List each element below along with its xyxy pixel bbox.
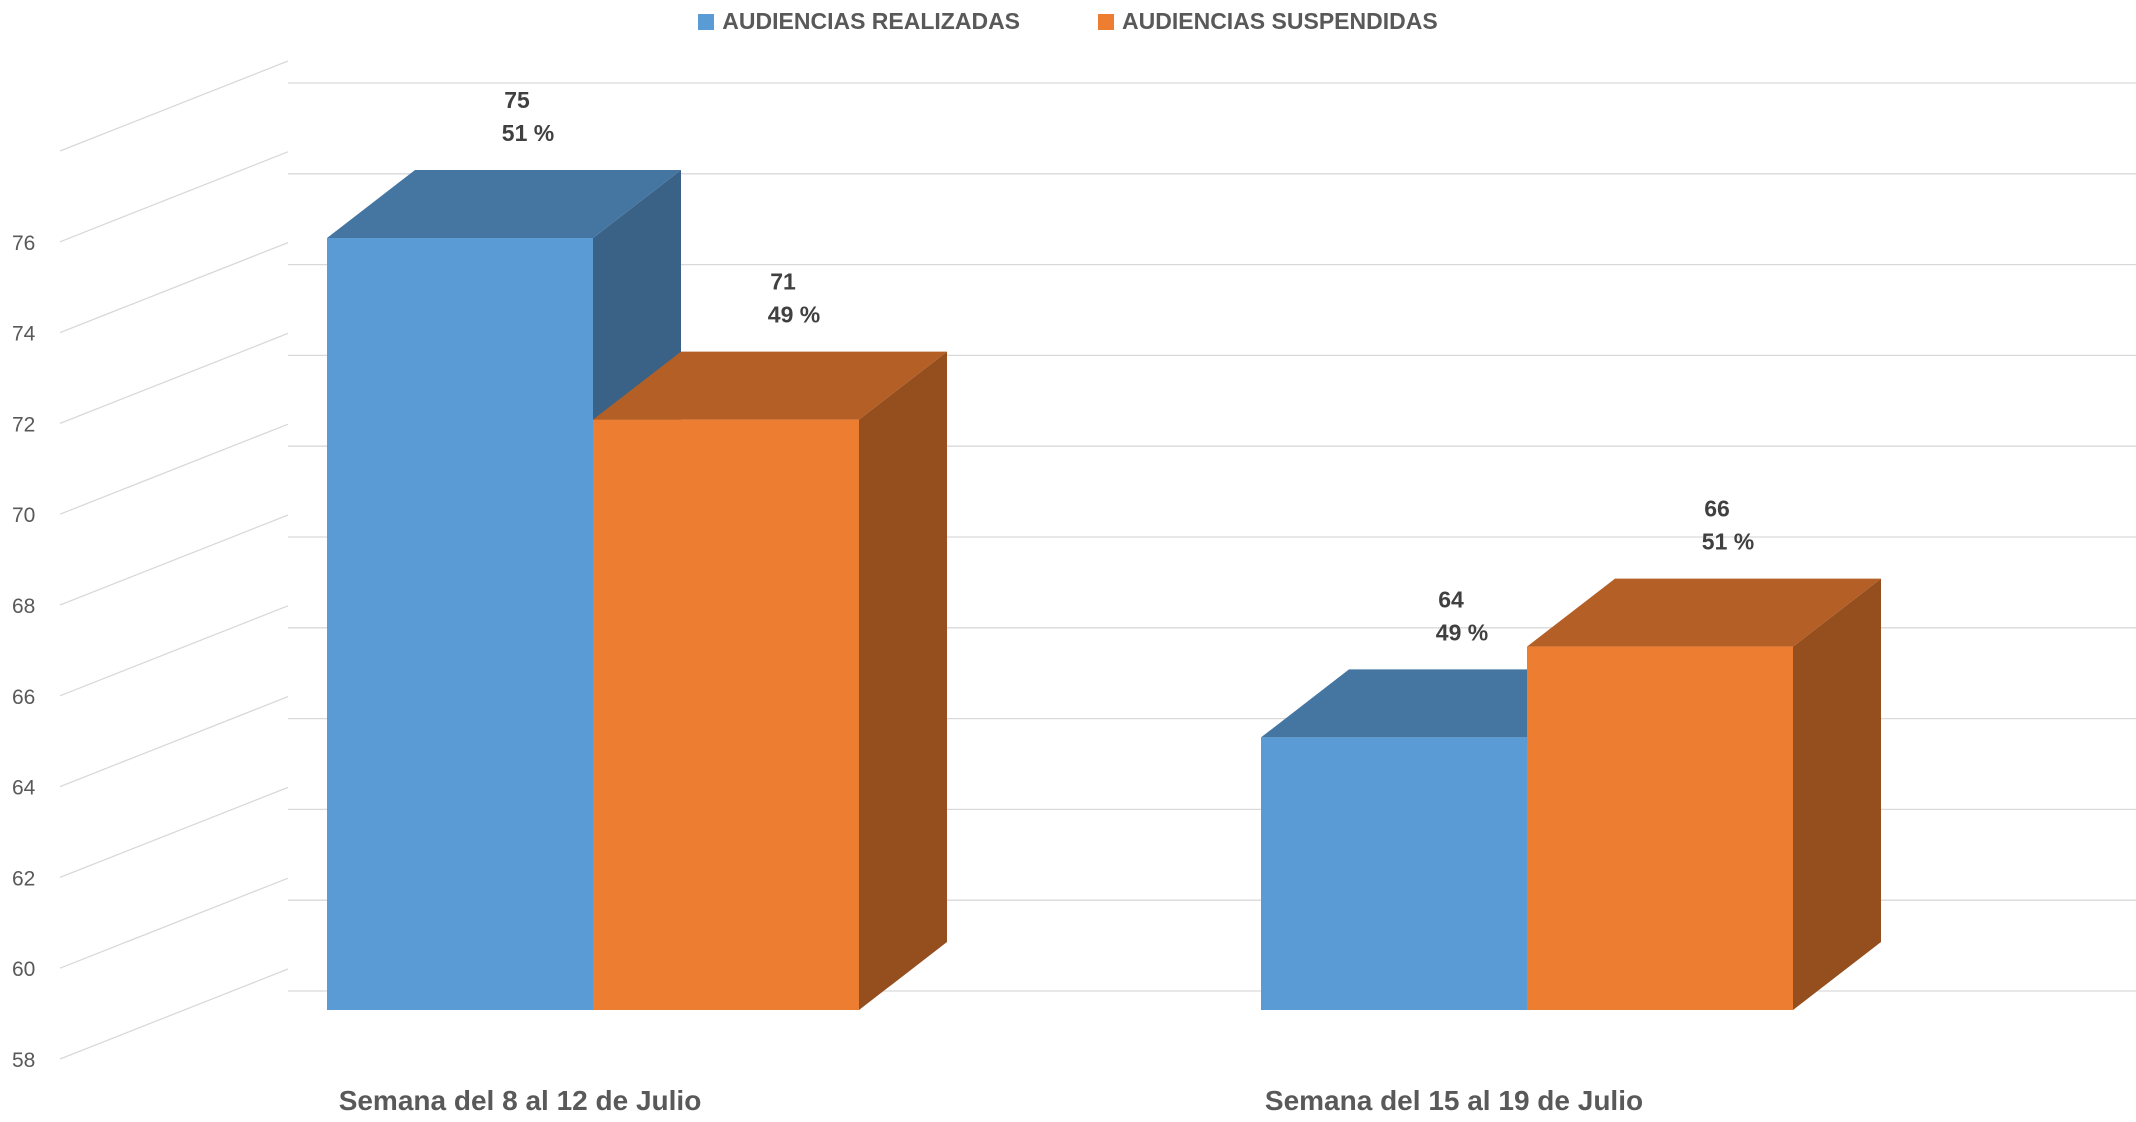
data-label-value: 64 bbox=[1438, 586, 1464, 612]
gridline-diagonal bbox=[59, 695, 289, 788]
y-tick-label: 74 bbox=[12, 323, 36, 346]
legend-swatch-suspendidas bbox=[1098, 13, 1115, 30]
data-label-percent: 51 % bbox=[502, 120, 554, 146]
legend-label-realizadas: AUDIENCIAS REALIZADAS bbox=[722, 8, 1021, 34]
data-label-value: 71 bbox=[770, 269, 796, 295]
legend-label-suspendidas: AUDIENCIAS SUSPENDIDAS bbox=[1122, 8, 1438, 34]
legend: AUDIENCIAS REALIZADAS AUDIENCIAS SUSPEND… bbox=[0, 8, 2136, 35]
bar-top-suspendidas bbox=[1527, 578, 1881, 647]
gridline-diagonal bbox=[59, 514, 289, 606]
bar-realizadas bbox=[327, 238, 593, 1010]
bar-suspendidas bbox=[1527, 646, 1793, 1010]
y-tick-label: 58 bbox=[12, 1049, 35, 1072]
x-category-label: Semana del 8 al 12 de Julio bbox=[339, 1085, 702, 1116]
gridline-diagonal bbox=[59, 968, 289, 1060]
y-tick-label: 66 bbox=[12, 686, 35, 709]
legend-item-suspendidas: AUDIENCIAS SUSPENDIDAS bbox=[1098, 8, 1438, 35]
bar-top-realizadas bbox=[1261, 669, 1615, 738]
gridline-diagonal bbox=[59, 605, 289, 697]
bar-side-suspendidas bbox=[1793, 578, 1881, 1010]
gridline-diagonal bbox=[59, 60, 289, 152]
bar-side-suspendidas bbox=[859, 351, 947, 1011]
data-label-value: 75 bbox=[504, 87, 530, 113]
y-tick-label: 62 bbox=[12, 867, 35, 890]
gridline-diagonal bbox=[59, 786, 289, 879]
gridline-diagonal bbox=[59, 151, 289, 243]
y-tick-label: 68 bbox=[12, 595, 35, 618]
gridline-diagonal bbox=[59, 877, 289, 969]
data-label-percent: 51 % bbox=[1702, 529, 1754, 555]
bar-realizadas bbox=[1261, 737, 1527, 1010]
y-tick-label: 70 bbox=[12, 504, 35, 527]
gridline-diagonal bbox=[59, 423, 289, 515]
bar-top-suspendidas bbox=[593, 351, 947, 420]
y-tick-label: 64 bbox=[12, 777, 36, 800]
y-tick-label: 72 bbox=[12, 413, 35, 436]
y-tick-label: 76 bbox=[12, 232, 35, 255]
legend-swatch-realizadas bbox=[698, 13, 715, 30]
data-label-percent: 49 % bbox=[1436, 619, 1488, 645]
gridline-diagonal bbox=[59, 241, 289, 334]
legend-item-realizadas: AUDIENCIAS REALIZADAS bbox=[698, 8, 1020, 35]
y-tick-label: 60 bbox=[12, 958, 35, 981]
bar-suspendidas bbox=[593, 419, 859, 1011]
data-label-value: 66 bbox=[1704, 496, 1730, 522]
bar-top-realizadas bbox=[327, 170, 681, 238]
data-label-percent: 49 % bbox=[768, 302, 820, 328]
x-category-label: Semana del 15 al 19 de Julio bbox=[1265, 1085, 1643, 1116]
gridline-diagonal bbox=[59, 332, 289, 425]
